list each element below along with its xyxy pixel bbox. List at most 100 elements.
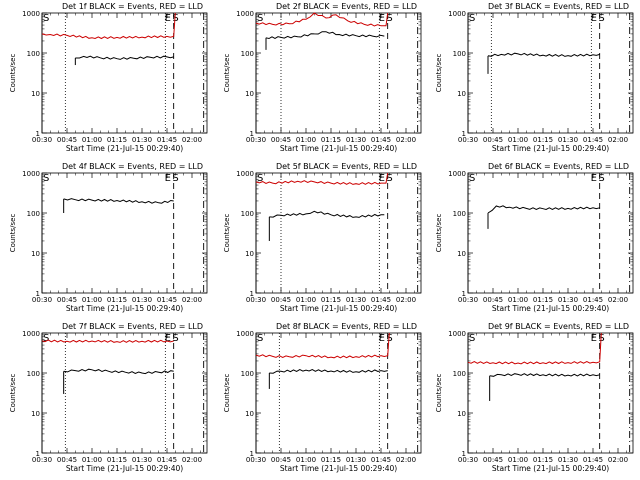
plot-frame [41, 332, 208, 454]
x-axis-label: Start Time (21-Jul-15 00:29:40) [492, 144, 609, 153]
x-tick-label: 00:45 [483, 456, 503, 464]
y-tick-label: 10 [457, 90, 466, 98]
x-tick-label: 01:30 [346, 136, 366, 144]
x-tick-label: 00:30 [246, 296, 266, 304]
y-tick-label: 1000 [22, 10, 40, 18]
x-tick-label: 00:30 [246, 136, 266, 144]
x-tick-label: 00:30 [458, 136, 478, 144]
second-start-marker-label: S [172, 173, 178, 184]
y-tick-label: 100 [453, 50, 466, 58]
y-tick-label: 100 [453, 370, 466, 378]
x-tick-label: 00:45 [271, 136, 291, 144]
x-tick-label: 01:45 [583, 456, 603, 464]
x-tick-label: 01:15 [321, 296, 341, 304]
x-tick-label: 02:00 [608, 296, 628, 304]
y-tick-label: 100 [241, 50, 254, 58]
x-tick-label: 01:00 [296, 136, 316, 144]
x-tick-label: 01:30 [558, 136, 578, 144]
x-tick-label: 00:30 [246, 456, 266, 464]
events-series-line [63, 198, 174, 204]
events-series-line [269, 369, 388, 374]
x-tick-label: 00:30 [32, 136, 52, 144]
x-tick-label: 01:45 [371, 456, 391, 464]
y-tick-label: 1 [462, 290, 466, 298]
x-tick-label: 01:15 [321, 456, 341, 464]
x-tick-label: 00:45 [57, 296, 77, 304]
panel-title: Det 9f BLACK = Events, RED = LLD [488, 322, 629, 331]
panel-9: Det 9f BLACK = Events, RED = LLD 1 10 100 10… [435, 322, 634, 473]
x-tick-label: 01:30 [132, 136, 152, 144]
y-tick-label: 100 [453, 210, 466, 218]
y-axis-label: Counts/sec [9, 54, 17, 93]
x-tick-label: 01:00 [508, 136, 528, 144]
second-start-marker-label: S [386, 333, 392, 344]
y-axis-label: Counts/sec [435, 214, 443, 253]
panel-3: Det 3f BLACK = Events, RED = LLD 1 10 100 10… [435, 2, 634, 153]
x-tick-label: 00:45 [483, 136, 503, 144]
start-marker-label: S [469, 333, 475, 344]
x-tick-label: 01:45 [371, 296, 391, 304]
x-axis-label: Start Time (21-Jul-15 00:29:40) [492, 304, 609, 313]
end-marker-label: E [379, 173, 385, 184]
y-tick-label: 10 [457, 410, 466, 418]
x-axis-label: Start Time (21-Jul-15 00:29:40) [280, 464, 397, 473]
end-marker-label: E [165, 13, 171, 24]
x-tick-label: 02:00 [396, 136, 416, 144]
panel-6: Det 6f BLACK = Events, RED = LLD 1 10 100 10… [435, 162, 634, 313]
lld-series-line [255, 332, 390, 359]
x-tick-label: 01:30 [346, 296, 366, 304]
panel-title: Det 2f BLACK = Events, RED = LLD [276, 2, 417, 11]
events-series-line [75, 55, 174, 60]
x-tick-label: 00:45 [271, 296, 291, 304]
x-axis-label: Start Time (21-Jul-15 00:29:40) [66, 464, 183, 473]
x-tick-label: 01:00 [508, 296, 528, 304]
x-tick-label: 01:30 [132, 456, 152, 464]
panel-4: Det 4f BLACK = Events, RED = LLD 1 10 100 10… [9, 162, 208, 313]
x-axis-label: Start Time (21-Jul-15 00:29:40) [66, 304, 183, 313]
x-tick-label: 01:00 [82, 456, 102, 464]
events-series-line [487, 205, 600, 214]
x-tick-label: 01:00 [82, 136, 102, 144]
x-tick-label: 00:45 [271, 456, 291, 464]
x-tick-label: 01:15 [533, 136, 553, 144]
lld-series-line [255, 12, 389, 27]
end-marker-label: E [379, 333, 385, 344]
events-series-line [489, 373, 600, 377]
start-marker-label: S [43, 333, 49, 344]
x-tick-label: 01:30 [346, 456, 366, 464]
y-tick-label: 10 [31, 250, 40, 258]
y-tick-label: 1000 [22, 170, 40, 178]
x-tick-label: 01:30 [558, 296, 578, 304]
second-start-marker-label: S [386, 173, 392, 184]
x-tick-label: 01:45 [583, 136, 603, 144]
x-tick-label: 00:30 [458, 456, 478, 464]
x-axis-label: Start Time (21-Jul-15 00:29:40) [280, 144, 397, 153]
start-marker-label: S [257, 13, 263, 24]
y-tick-label: 10 [245, 250, 254, 258]
x-tick-label: 01:00 [296, 456, 316, 464]
panel-1: Det 1f BLACK = Events, RED = LLD 1 10 100 10… [9, 2, 208, 153]
x-tick-label: 01:45 [371, 136, 391, 144]
second-start-marker-label: S [386, 13, 392, 24]
x-tick-label: 01:15 [107, 136, 127, 144]
end-marker-label: E [379, 13, 385, 24]
x-tick-label: 01:15 [533, 296, 553, 304]
x-tick-label: 00:30 [32, 456, 52, 464]
x-tick-label: 02:00 [182, 296, 202, 304]
second-start-marker-label: S [172, 13, 178, 24]
start-marker-label: S [257, 333, 263, 344]
x-tick-label: 01:45 [583, 296, 603, 304]
x-axis-label: Start Time (21-Jul-15 00:29:40) [66, 144, 183, 153]
y-tick-label: 1000 [22, 330, 40, 338]
y-tick-label: 10 [31, 90, 40, 98]
x-axis-label: Start Time (21-Jul-15 00:29:40) [492, 464, 609, 473]
end-marker-label: E [591, 13, 597, 24]
y-tick-label: 100 [241, 210, 254, 218]
x-tick-label: 01:45 [157, 296, 177, 304]
x-tick-label: 01:15 [321, 136, 341, 144]
events-series-line [265, 31, 385, 40]
x-tick-label: 02:00 [182, 136, 202, 144]
y-tick-label: 1 [250, 130, 254, 138]
x-tick-label: 02:00 [396, 456, 416, 464]
